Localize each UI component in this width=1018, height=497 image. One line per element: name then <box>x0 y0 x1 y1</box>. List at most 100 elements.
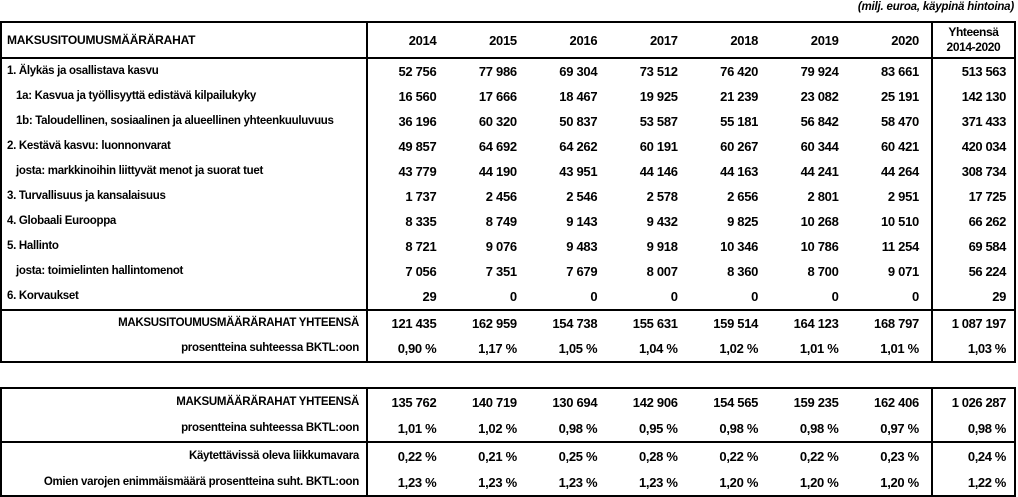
year-value-cell: 0,23 % <box>880 448 919 464</box>
year-value-cell: 164 123 <box>793 316 839 331</box>
year-value-cell: 154 565 <box>713 394 759 410</box>
year-value-cell: 9 825 <box>727 214 759 229</box>
year-column-header: 2014 <box>408 32 437 48</box>
year-column-header: 2016 <box>569 32 598 48</box>
year-value-cell: 8 007 <box>646 264 678 279</box>
year-value-cell: 44 190 <box>478 164 517 179</box>
year-value-cell: 1,20 % <box>880 474 919 490</box>
year-value-cell: 9 483 <box>566 239 598 254</box>
table-header-label: MAKSUSITOUMUSMÄÄRÄRAHAT <box>2 23 368 57</box>
year-value-cell: 7 351 <box>485 264 517 279</box>
year-value-cell: 53 587 <box>639 114 678 129</box>
year-value-cell: 7 679 <box>566 264 598 279</box>
year-value-cell: 36 196 <box>398 114 437 129</box>
totals-separator-line <box>2 309 1014 311</box>
year-value-cell: 83 661 <box>880 64 919 79</box>
row-label: 6. Korvaukset <box>2 284 368 309</box>
year-value-cell: 135 762 <box>391 394 437 410</box>
year-value-cell: 8 360 <box>727 264 759 279</box>
year-column-header: 2020 <box>891 32 919 48</box>
year-value-cell: 0 <box>831 289 839 304</box>
year-value-cell: 140 719 <box>471 394 517 410</box>
year-value-cell: 1,23 % <box>397 474 437 490</box>
total-value-cell: 513 563 <box>930 59 1014 84</box>
year-value-cell: 0,98 % <box>558 420 598 436</box>
year-value-cell: 1,20 % <box>719 474 759 490</box>
total-header-line2: 2014-2020 <box>946 40 1001 54</box>
year-value-cell: 25 191 <box>880 89 919 104</box>
year-column-header: 2018 <box>730 32 759 48</box>
year-value-cell: 1,05 % <box>558 341 598 356</box>
year-value-cell: 17 666 <box>478 89 517 104</box>
year-value-cell: 0,25 % <box>558 448 598 464</box>
year-value-cell: 1,02 % <box>478 420 517 436</box>
year-value-cell: 0 <box>912 289 919 304</box>
year-value-cell: 49 857 <box>398 139 437 154</box>
table-row: 2. Kestävä kasvu: luonnonvarat 49 857 64 6… <box>2 134 1014 159</box>
year-value-cell: 9 143 <box>566 214 598 229</box>
year-value-cell: 0,22 % <box>397 448 437 464</box>
year-value-cell: 1,23 % <box>639 474 678 490</box>
total-row-label: prosentteina suhteessa BKTL:oon <box>2 415 368 441</box>
year-value-cell: 1,02 % <box>719 341 759 356</box>
year-value-cell: 0,97 % <box>880 420 919 436</box>
year-value-cell: 2 801 <box>807 189 839 204</box>
total-value-cell: 0,24 % <box>930 443 1014 469</box>
table-row: 1a: Kasvua ja työllisyyttä edistävä kilp… <box>2 84 1014 109</box>
year-value-cell: 8 335 <box>405 214 437 229</box>
year-value-cell: 79 924 <box>800 64 839 79</box>
year-value-cell: 162 406 <box>874 394 919 410</box>
year-value-cell: 0,22 % <box>719 448 759 464</box>
commitment-appropriations-table: MAKSUSITOUMUSMÄÄRÄRAHAT 2014 2015 2016 2017… <box>0 21 1016 363</box>
year-value-cell: 159 514 <box>713 316 759 331</box>
year-value-cell: 2 546 <box>566 189 598 204</box>
year-value-cell: 50 837 <box>559 114 598 129</box>
year-value-cell: 10 786 <box>800 239 839 254</box>
year-value-cell: 43 779 <box>398 164 437 179</box>
commitments-table-body: 1. Älykäs ja osallistava kasvu 52 756 77 9… <box>2 59 1014 361</box>
year-value-cell: 76 420 <box>720 64 759 79</box>
row-label: 4. Globaali Eurooppa <box>2 209 368 234</box>
total-value-cell: 308 734 <box>930 159 1014 184</box>
year-value-cell: 162 959 <box>471 316 517 331</box>
year-value-cell: 10 268 <box>800 214 839 229</box>
total-value-cell: 1,22 % <box>930 469 1014 495</box>
year-value-cell: 1,23 % <box>558 474 598 490</box>
year-value-cell: 142 906 <box>632 394 678 410</box>
year-value-cell: 9 071 <box>887 264 919 279</box>
year-value-cell: 16 560 <box>398 89 437 104</box>
table-row: josta: toimielinten hallintomenot 7 056 7 … <box>2 259 1014 284</box>
row-label: 5. Hallinto <box>2 234 368 259</box>
group-separator-line <box>2 441 1014 443</box>
total-row-label: MAKSUMÄÄRÄRAHAT YHTEENSÄ <box>2 389 368 415</box>
total-value-cell: 69 584 <box>930 234 1014 259</box>
total-value-cell: 56 224 <box>930 259 1014 284</box>
year-value-cell: 1,17 % <box>478 341 517 356</box>
table-row: 3. Turvallisuus ja kansalaisuus 1 737 2 45… <box>2 184 1014 209</box>
row-label: 2. Kestävä kasvu: luonnonvarat <box>2 134 368 159</box>
year-value-cell: 9 918 <box>646 239 678 254</box>
year-value-cell: 1,20 % <box>799 474 839 490</box>
year-value-cell: 60 320 <box>478 114 517 129</box>
year-value-cell: 21 239 <box>720 89 759 104</box>
table-row: MAKSUSITOUMUSMÄÄRÄRAHAT YHTEENSÄ 121 435 1… <box>2 311 1014 336</box>
year-value-cell: 73 512 <box>639 64 678 79</box>
year-value-cell: 0,21 % <box>478 448 517 464</box>
year-value-cell: 60 191 <box>639 139 678 154</box>
total-value-cell: 66 262 <box>930 209 1014 234</box>
year-value-cell: 1,01 % <box>397 420 437 436</box>
year-value-cell: 56 842 <box>800 114 839 129</box>
year-value-cell: 18 467 <box>559 89 598 104</box>
year-value-cell: 58 470 <box>880 114 919 129</box>
total-value-cell: 371 433 <box>930 109 1014 134</box>
year-value-cell: 1,01 % <box>880 341 919 356</box>
year-value-cell: 29 <box>422 289 437 304</box>
total-value-cell: 142 130 <box>930 84 1014 109</box>
year-value-cell: 0,90 % <box>397 341 437 356</box>
year-value-cell: 44 264 <box>880 164 919 179</box>
total-value-cell: 1 087 197 <box>930 311 1014 336</box>
year-value-cell: 168 797 <box>874 316 919 331</box>
year-value-cell: 52 756 <box>398 64 437 79</box>
total-value-cell: 0,98 % <box>930 415 1014 441</box>
year-value-cell: 0,22 % <box>799 448 839 464</box>
